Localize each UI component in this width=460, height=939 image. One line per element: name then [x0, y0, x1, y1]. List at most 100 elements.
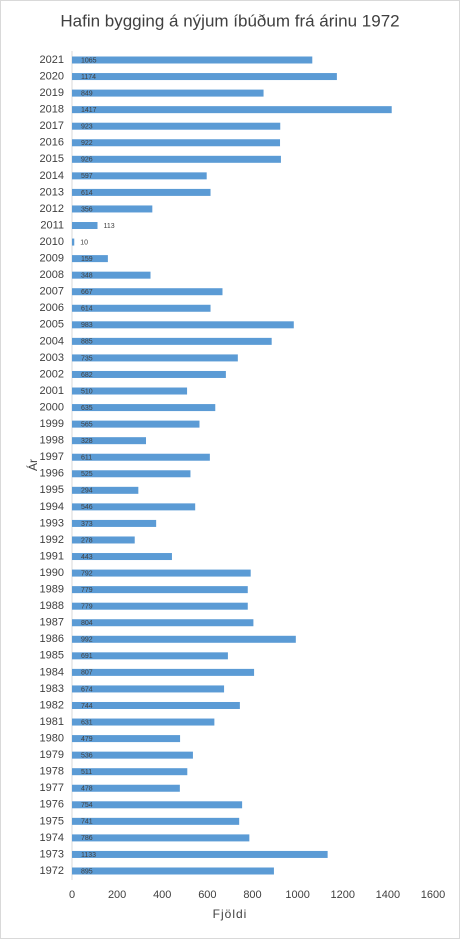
y-tick-label: 2007: [40, 286, 64, 298]
x-axis-label: Fjöldi: [213, 907, 248, 921]
bar: [72, 470, 191, 478]
bar: [72, 503, 196, 511]
y-tick-label: 1991: [40, 550, 64, 562]
y-tick-label: 2008: [40, 269, 64, 281]
value-label: 682: [81, 372, 93, 379]
bar: [72, 586, 248, 594]
y-tick-label: 1986: [40, 633, 64, 645]
bar: [72, 420, 200, 428]
y-tick-label: 2021: [40, 54, 64, 66]
y-tick-label: 1987: [40, 617, 64, 629]
y-tick-label: 1976: [40, 799, 64, 811]
value-label: 373: [81, 521, 93, 528]
bar: [72, 867, 274, 875]
bar: [72, 139, 281, 147]
value-label: 983: [81, 322, 93, 329]
bar: [72, 387, 188, 395]
value-label: 113: [103, 223, 114, 230]
bar: [72, 337, 272, 345]
x-tick-label: 400: [153, 889, 171, 901]
y-tick-label: 2018: [40, 104, 64, 116]
value-label: 565: [81, 421, 93, 428]
bar: [72, 122, 281, 130]
bar: [72, 486, 139, 494]
value-label: 807: [81, 670, 93, 677]
bar: [72, 751, 193, 759]
y-tick-label: 1978: [40, 766, 64, 778]
value-label: 10: [80, 239, 88, 246]
bar: [72, 205, 153, 213]
bar: [72, 222, 98, 230]
y-tick-label: 1992: [40, 534, 64, 546]
value-label: 1133: [81, 852, 96, 859]
y-tick-label: 1983: [40, 683, 64, 695]
x-tick-label: 1000: [285, 889, 309, 901]
bar: [72, 89, 264, 97]
y-tick-label: 1997: [40, 451, 64, 463]
y-tick-label: 2003: [40, 352, 64, 364]
y-tick-label: 1980: [40, 732, 64, 744]
y-tick-label: 1988: [40, 600, 64, 612]
y-tick-label: 1979: [40, 749, 64, 761]
value-label: 356: [81, 206, 93, 213]
value-label: 478: [81, 786, 93, 793]
bar: [72, 553, 172, 561]
y-tick-label: 1985: [40, 650, 64, 662]
value-label: 895: [81, 868, 93, 875]
y-tick-label: 2002: [40, 368, 64, 380]
bar: [72, 784, 180, 792]
value-label: 674: [81, 686, 93, 693]
bar: [72, 519, 157, 527]
value-label: 328: [81, 438, 93, 445]
bar: [72, 155, 281, 163]
y-tick-label: 1995: [40, 484, 64, 496]
bar: [72, 271, 151, 279]
x-tick-label: 800: [243, 889, 261, 901]
value-label: 510: [81, 388, 93, 395]
y-tick-label: 2001: [40, 385, 64, 397]
bar: [72, 73, 337, 81]
value-label: 159: [81, 256, 93, 263]
bar: [72, 718, 215, 726]
value-label: 735: [81, 355, 93, 362]
bar: [72, 817, 240, 825]
y-tick-label: 2004: [40, 335, 64, 347]
y-tick-label: 2000: [40, 401, 64, 413]
y-tick-label: 2019: [40, 87, 64, 99]
y-tick-label: 1977: [40, 782, 64, 794]
value-label: 348: [81, 273, 93, 280]
value-label: 536: [81, 752, 93, 759]
value-label: 667: [81, 289, 93, 296]
value-label: 849: [81, 90, 93, 97]
bar: [72, 701, 240, 709]
y-tick-label: 1998: [40, 435, 64, 447]
bar: [72, 288, 223, 296]
bar: [72, 321, 294, 329]
y-tick-label: 1990: [40, 567, 64, 579]
bar: [72, 536, 135, 544]
y-tick-label: 2012: [40, 203, 64, 215]
bar: [72, 453, 210, 461]
value-label: 611: [81, 455, 92, 462]
y-tick-label: 1975: [40, 815, 64, 827]
y-tick-label: 2009: [40, 253, 64, 265]
x-tick-label: 0: [69, 889, 75, 901]
value-label: 479: [81, 736, 93, 743]
y-tick-label: 1996: [40, 468, 64, 480]
value-label: 926: [81, 157, 93, 164]
value-label: 779: [81, 587, 93, 594]
value-label: 923: [81, 124, 93, 131]
bar: [72, 238, 75, 246]
value-label: 792: [81, 570, 93, 577]
value-label: 278: [81, 537, 93, 544]
bar: [72, 635, 296, 643]
chart-title: Hafin bygging á nýjum íbúðum frá árinu 1…: [60, 11, 399, 30]
x-tick-label: 1200: [331, 889, 355, 901]
y-tick-label: 1973: [40, 848, 64, 860]
value-label: 546: [81, 504, 93, 511]
y-tick-label: 1972: [40, 865, 64, 877]
bar: [72, 668, 255, 676]
bar: [72, 354, 238, 362]
y-tick-label: 2013: [40, 186, 64, 198]
value-label: 744: [81, 703, 93, 710]
